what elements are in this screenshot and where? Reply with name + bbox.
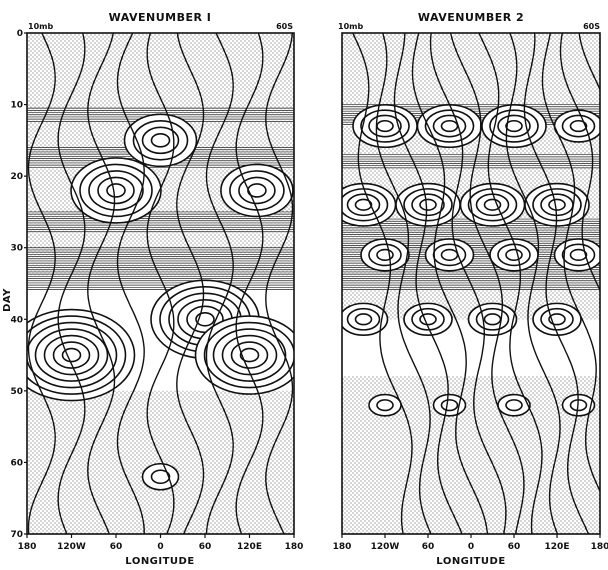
- contour-line: [449, 33, 525, 534]
- x-tick-label: 120W: [57, 542, 86, 552]
- x-tick-label: 180: [591, 542, 608, 552]
- y-tick-label: 10: [10, 101, 23, 111]
- panel-1-x-axis-label: LONGITUDE: [125, 556, 194, 567]
- panel-2-plot-area: [342, 33, 600, 534]
- x-tick-label: 0: [468, 542, 474, 552]
- contour-line: [205, 33, 234, 534]
- contour-cell: [481, 104, 547, 149]
- y-tick-label: 0: [17, 29, 23, 39]
- contour-line: [265, 33, 294, 534]
- contour-cell: [360, 238, 410, 272]
- contour-line: [235, 33, 264, 534]
- panel-2-x-axis-label: LONGITUDE: [436, 556, 505, 567]
- contour-line: [559, 33, 600, 292]
- contour-line: [429, 33, 507, 534]
- panel-2-title: WAVENUMBER 2: [418, 11, 524, 24]
- contour-cell: [368, 393, 402, 417]
- contour-cell: [70, 157, 162, 224]
- contour-line: [176, 33, 205, 534]
- contour-cell: [220, 163, 294, 218]
- contour-cell: [524, 182, 590, 227]
- contour-cell: [342, 182, 397, 227]
- panel-1-level-label: 10mb: [28, 22, 53, 31]
- x-tick-label: 120E: [545, 542, 570, 552]
- panel-1-y-ticks: 0 10 20 30 40 50 60 70: [10, 29, 27, 540]
- x-tick-label: 60: [508, 542, 521, 552]
- x-tick-label: 120W: [371, 542, 400, 552]
- y-tick-label: 20: [10, 172, 23, 182]
- contour-cell: [553, 238, 600, 272]
- contour-line: [27, 33, 56, 534]
- contour-cell: [553, 109, 600, 143]
- panel-1-title: WAVENUMBER I: [109, 11, 212, 24]
- contour-cell: [342, 302, 389, 336]
- panel-1-x-ticks: 180 120W 60 0 60 120E 180: [18, 534, 304, 552]
- contour-cell: [497, 393, 531, 417]
- x-tick-label: 180: [285, 542, 304, 552]
- y-tick-label: 70: [10, 530, 23, 540]
- panel-2-level-label: 10mb: [338, 22, 363, 31]
- panel-2-latitude-label: 60S: [583, 22, 600, 31]
- panel-2-x-ticks: 180 120W 60 0 60 120E 180: [333, 534, 608, 552]
- contour-cell: [459, 182, 526, 227]
- contour-cell: [489, 238, 539, 272]
- x-tick-label: 60: [199, 542, 212, 552]
- y-tick-label: 50: [10, 387, 23, 397]
- contour-cell: [141, 462, 180, 491]
- contour-cell: [403, 302, 453, 336]
- x-tick-label: 60: [422, 542, 435, 552]
- contour-line: [541, 33, 600, 493]
- x-tick-label: 180: [18, 542, 37, 552]
- contour-cell: [424, 238, 475, 272]
- y-tick-label: 60: [10, 458, 23, 468]
- x-tick-label: 120E: [237, 542, 262, 552]
- contour-line: [146, 33, 175, 534]
- contour-line: [375, 33, 432, 534]
- y-tick-label: 40: [10, 315, 23, 325]
- y-tick-label: 30: [10, 244, 23, 254]
- contour-line: [352, 33, 413, 534]
- x-tick-label: 180: [333, 542, 352, 552]
- y-axis-label: DAY: [2, 288, 13, 312]
- contour-cell: [194, 315, 294, 395]
- contour-cell: [27, 308, 136, 402]
- contour-band: [342, 154, 600, 169]
- contour-line: [57, 33, 86, 534]
- contour-line: [505, 33, 561, 534]
- contour-line: [393, 33, 463, 534]
- panel-1-plot-area: [27, 33, 294, 534]
- contour-line: [87, 33, 116, 534]
- contour-line: [116, 33, 145, 534]
- contour-cell: [467, 302, 518, 336]
- contour-line: [478, 33, 543, 534]
- x-tick-label: 0: [157, 542, 163, 552]
- panel-wavenumber-1: WAVENUMBER I 10mb 60S 0 10 20 30 40 50 60 70 18…: [2, 11, 304, 567]
- contour-line: [523, 33, 590, 534]
- panel-wavenumber-2: WAVENUMBER 2 10mb 60S 180 120W 60 0 60 120E 18…: [333, 11, 608, 567]
- contour-cell: [532, 302, 582, 336]
- contour-line: [411, 33, 489, 534]
- x-tick-label: 60: [110, 542, 123, 552]
- panel-1-latitude-label: 60S: [276, 22, 293, 31]
- contour-cell: [123, 113, 198, 168]
- contour-cell: [416, 104, 483, 149]
